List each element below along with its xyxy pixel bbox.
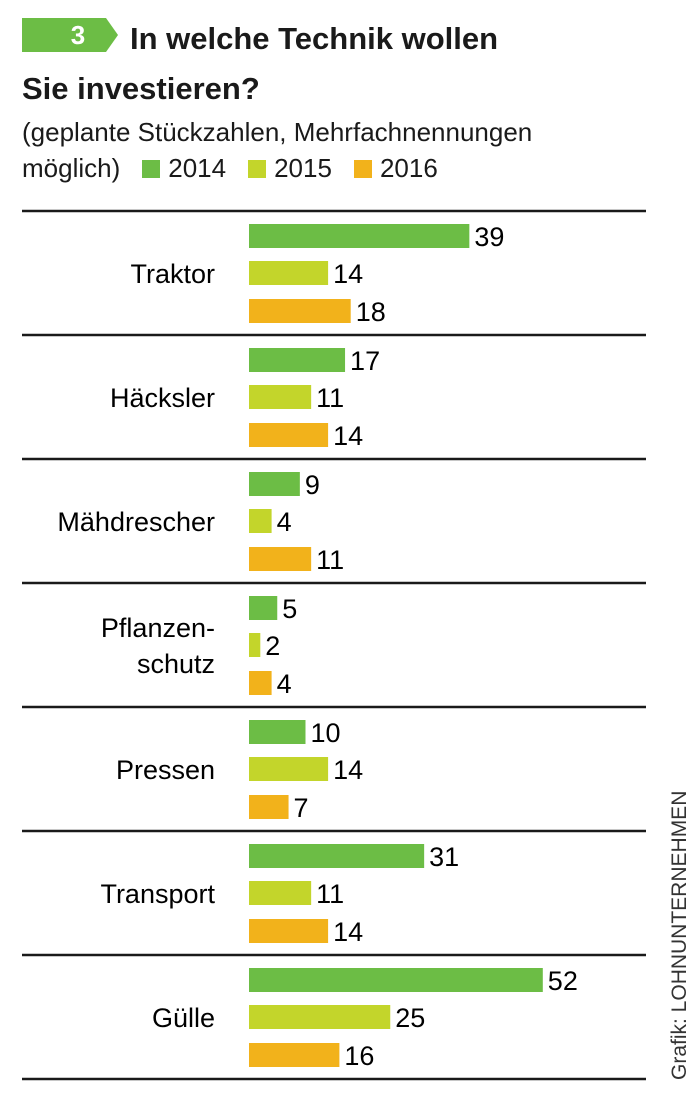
value-label: 4 <box>277 507 292 537</box>
category-label: Pflanzen-schutz <box>101 613 215 679</box>
category-label-line: Pflanzen- <box>101 613 215 643</box>
category-label-line: Gülle <box>152 1003 215 1033</box>
bar <box>249 968 543 992</box>
badge <box>22 18 118 52</box>
bar <box>249 509 272 533</box>
value-label: 14 <box>333 421 363 451</box>
legend-item: 2014 <box>142 150 226 186</box>
category-label: Traktor <box>130 259 215 289</box>
value-label: 31 <box>429 842 459 872</box>
bar <box>249 919 329 943</box>
badge-number: 3 <box>71 20 85 50</box>
bar <box>249 472 300 496</box>
bar <box>249 261 329 285</box>
bar <box>249 757 329 781</box>
bar <box>249 385 312 409</box>
bar <box>249 224 470 248</box>
category-label-line: Häcksler <box>110 383 215 413</box>
credit: Grafik: LOHNUNTERNEHMEN <box>668 791 691 1080</box>
bar <box>249 596 278 620</box>
bar <box>249 1043 340 1067</box>
bar <box>249 547 312 571</box>
category-label-line: schutz <box>137 649 215 679</box>
value-label: 52 <box>548 966 578 996</box>
chart-title: In welche Technik wollen Sie investieren… <box>22 21 499 106</box>
category-label: Häcksler <box>110 383 215 413</box>
bar <box>249 348 346 372</box>
legend-item: 2016 <box>353 150 438 186</box>
bar <box>249 844 425 868</box>
value-label: 14 <box>333 259 363 289</box>
value-label: 18 <box>356 297 386 327</box>
legend-swatch <box>353 160 372 178</box>
category-label-line: Mähdrescher <box>57 507 215 537</box>
value-label: 4 <box>277 669 292 699</box>
bar <box>249 423 329 447</box>
value-label: 2 <box>265 631 280 661</box>
bar <box>249 299 351 323</box>
value-label: 11 <box>316 383 344 413</box>
category-label: Transport <box>100 879 215 909</box>
legend-swatch <box>142 160 161 178</box>
category-label: Gülle <box>152 1003 215 1033</box>
bar <box>249 671 272 695</box>
category-label-line: Pressen <box>116 755 215 785</box>
category-label: Mähdrescher <box>57 507 215 537</box>
value-label: 7 <box>294 793 309 823</box>
value-label: 16 <box>344 1041 374 1071</box>
bar <box>249 795 289 819</box>
bar <box>249 633 261 657</box>
subtitle-legend: (geplante Stückzahlen, Mehrfachnennungen… <box>22 114 692 186</box>
value-label: 17 <box>350 346 380 376</box>
category-label: Pressen <box>116 755 215 785</box>
legend-swatch <box>248 160 267 178</box>
legend-label: 2014 <box>168 153 227 183</box>
value-label: 11 <box>316 545 344 575</box>
value-label: 10 <box>311 718 341 748</box>
value-label: 11 <box>316 879 344 909</box>
value-label: 14 <box>333 755 363 785</box>
bar <box>249 1005 391 1029</box>
legend-label: 2016 <box>379 153 438 183</box>
legend-label: 2015 <box>274 153 332 183</box>
category-label-line: Transport <box>100 879 215 909</box>
value-label: 9 <box>305 470 320 500</box>
bar <box>249 881 312 905</box>
value-label: 14 <box>333 917 363 947</box>
bar <box>249 720 306 744</box>
subtitle: (geplante Stückzahlen, Mehrfachnennungen… <box>22 117 533 183</box>
category-label-line: Traktor <box>130 259 215 289</box>
value-label: 39 <box>474 222 504 252</box>
value-label: 5 <box>282 594 297 624</box>
value-label: 25 <box>395 1003 425 1033</box>
legend-item: 2015 <box>248 150 332 186</box>
